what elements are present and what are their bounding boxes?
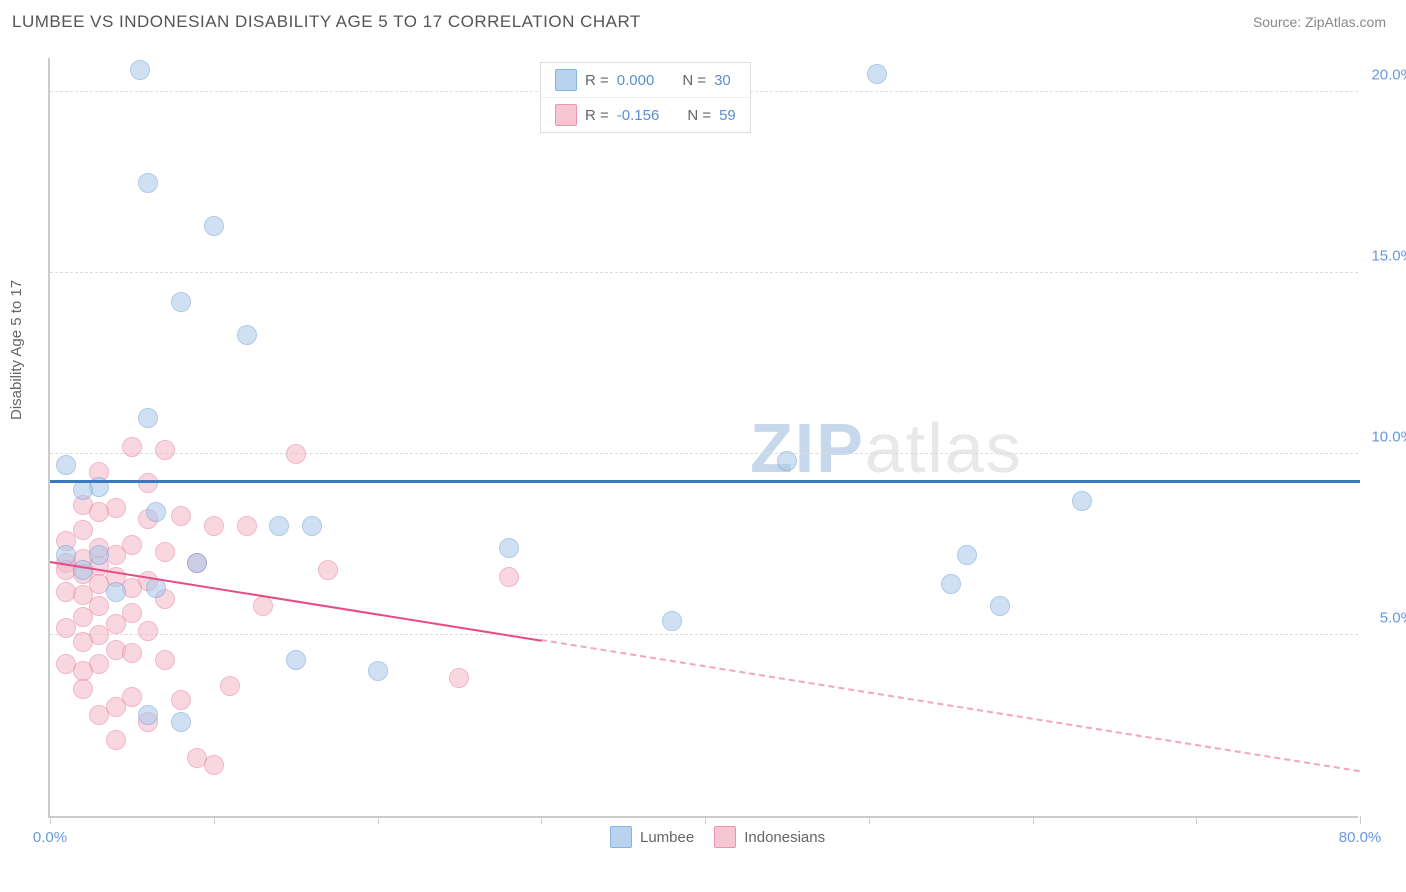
lumbee-point <box>1072 491 1092 511</box>
indonesians-swatch <box>714 826 736 848</box>
indonesians-point <box>138 473 158 493</box>
series-legend: Lumbee Indonesians <box>610 826 825 848</box>
lumbee-point <box>73 480 93 500</box>
indonesians-point <box>106 730 126 750</box>
lumbee-point <box>204 216 224 236</box>
indonesians-point <box>204 516 224 536</box>
watermark: ZIPatlas <box>750 408 1023 488</box>
correlation-legend: R = 0.000 N = 30 R = -0.156 N = 59 <box>540 62 751 133</box>
gridline <box>50 453 1358 454</box>
r-label: R = <box>585 72 609 89</box>
y-tick-label: 20.0% <box>1371 67 1406 84</box>
indonesians-point <box>56 654 76 674</box>
chart-plot-area: ZIPatlas R = 0.000 N = 30 R = -0.156 N =… <box>48 58 1358 818</box>
indonesians-point <box>73 632 93 652</box>
indonesians-point <box>89 705 109 725</box>
y-tick-label: 5.0% <box>1380 610 1406 627</box>
trendline-dashed <box>541 639 1360 772</box>
lumbee-point <box>368 661 388 681</box>
r-value: -0.156 <box>617 107 660 124</box>
lumbee-label: Lumbee <box>640 829 694 846</box>
lumbee-point <box>171 292 191 312</box>
lumbee-point <box>138 408 158 428</box>
x-tick-label: 0.0% <box>33 829 67 846</box>
legend-row-indonesians: R = -0.156 N = 59 <box>541 98 750 132</box>
n-label: N = <box>687 107 711 124</box>
indonesians-point <box>122 437 142 457</box>
lumbee-point <box>138 173 158 193</box>
n-value: 59 <box>719 107 736 124</box>
indonesians-point <box>449 668 469 688</box>
x-tick <box>705 816 706 824</box>
indonesians-swatch <box>555 104 577 126</box>
lumbee-point <box>662 611 682 631</box>
x-tick <box>869 816 870 824</box>
lumbee-swatch <box>555 69 577 91</box>
trendline <box>50 480 1360 483</box>
lumbee-point <box>269 516 289 536</box>
indonesians-point <box>171 690 191 710</box>
lumbee-point <box>73 560 93 580</box>
n-label: N = <box>682 72 706 89</box>
lumbee-point <box>138 705 158 725</box>
indonesians-point <box>171 506 191 526</box>
indonesians-point <box>318 560 338 580</box>
indonesians-point <box>499 567 519 587</box>
x-tick <box>1196 816 1197 824</box>
legend-row-lumbee: R = 0.000 N = 30 <box>541 63 750 98</box>
x-tick <box>541 816 542 824</box>
y-tick-label: 15.0% <box>1371 248 1406 265</box>
source-label: Source: ZipAtlas.com <box>1253 14 1386 30</box>
lumbee-point <box>499 538 519 558</box>
lumbee-point <box>302 516 322 536</box>
lumbee-point <box>106 582 126 602</box>
y-axis-label: Disability Age 5 to 17 <box>8 280 25 420</box>
lumbee-point <box>286 650 306 670</box>
x-tick <box>378 816 379 824</box>
indonesians-point <box>73 679 93 699</box>
indonesians-point <box>155 542 175 562</box>
x-tick-label: 80.0% <box>1339 829 1382 846</box>
x-tick <box>1033 816 1034 824</box>
legend-item-lumbee: Lumbee <box>610 826 694 848</box>
indonesians-point <box>204 755 224 775</box>
x-tick <box>1360 816 1361 824</box>
indonesians-point <box>237 516 257 536</box>
lumbee-point <box>867 64 887 84</box>
lumbee-point <box>237 325 257 345</box>
r-value: 0.000 <box>617 72 655 89</box>
lumbee-point <box>777 451 797 471</box>
indonesians-point <box>138 621 158 641</box>
gridline <box>50 634 1358 635</box>
lumbee-point <box>89 545 109 565</box>
chart-title: LUMBEE VS INDONESIAN DISABILITY AGE 5 TO… <box>12 12 641 32</box>
lumbee-swatch <box>610 826 632 848</box>
lumbee-point <box>146 502 166 522</box>
lumbee-point <box>990 596 1010 616</box>
x-tick <box>214 816 215 824</box>
indonesians-point <box>286 444 306 464</box>
indonesians-point <box>122 643 142 663</box>
n-value: 30 <box>714 72 731 89</box>
lumbee-point <box>56 455 76 475</box>
x-tick <box>50 816 51 824</box>
lumbee-point <box>957 545 977 565</box>
indonesians-label: Indonesians <box>744 829 825 846</box>
r-label: R = <box>585 107 609 124</box>
watermark-atlas: atlas <box>865 409 1023 487</box>
y-tick-label: 10.0% <box>1371 429 1406 446</box>
lumbee-point <box>187 553 207 573</box>
watermark-zip: ZIP <box>750 409 865 487</box>
indonesians-point <box>220 676 240 696</box>
indonesians-point <box>89 502 109 522</box>
indonesians-point <box>253 596 273 616</box>
legend-item-indonesians: Indonesians <box>714 826 825 848</box>
lumbee-point <box>130 60 150 80</box>
indonesians-point <box>56 618 76 638</box>
gridline <box>50 272 1358 273</box>
lumbee-point <box>171 712 191 732</box>
indonesians-point <box>155 440 175 460</box>
indonesians-point <box>155 650 175 670</box>
lumbee-point <box>941 574 961 594</box>
